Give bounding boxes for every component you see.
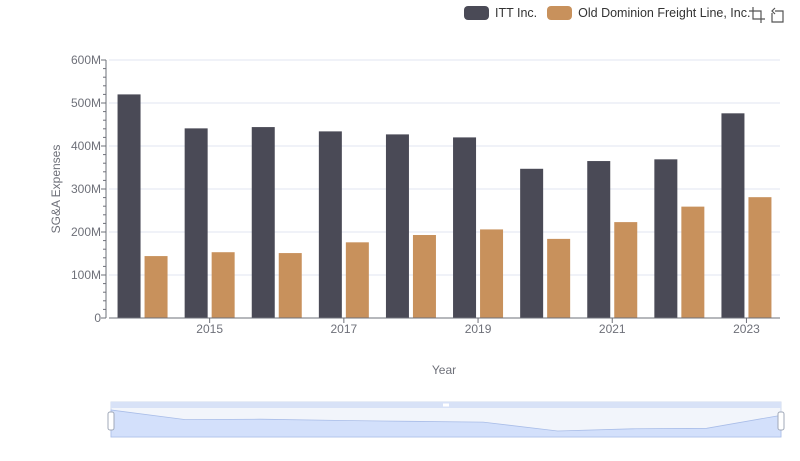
legend-item-itt[interactable]: ITT Inc. bbox=[464, 6, 537, 20]
bar-itt-2016 bbox=[251, 127, 275, 318]
bar-itt-2019 bbox=[453, 137, 477, 318]
bar-old-dominion-2014 bbox=[144, 256, 168, 318]
y-gridlines bbox=[109, 59, 780, 276]
x-tick-label: 2017 bbox=[330, 322, 357, 336]
x-tick-label: 2019 bbox=[465, 322, 492, 336]
zoom-move-handle bbox=[443, 403, 449, 407]
x-axis-title: Year bbox=[432, 363, 456, 377]
bar-old-dominion-2021 bbox=[614, 222, 638, 318]
bar-old-dominion-2017 bbox=[345, 242, 369, 318]
legend-label-old-dominion: Old Dominion Freight Line, Inc. bbox=[578, 6, 751, 20]
zoom-handle-left bbox=[107, 411, 115, 431]
data-zoom-slider[interactable] bbox=[107, 401, 785, 438]
bar-itt-2020 bbox=[520, 168, 544, 318]
legend-swatch-old-dominion bbox=[547, 6, 573, 20]
legend-item-old-dominion[interactable]: Old Dominion Freight Line, Inc. bbox=[547, 6, 750, 20]
y-tick-label: 100M bbox=[71, 268, 101, 282]
y-axis: 0 100M 200M 300M 400M 500M 600M bbox=[71, 53, 107, 325]
y-tick-label: 200M bbox=[71, 225, 101, 239]
y-tick-label: 300M bbox=[71, 182, 101, 196]
x-tick-label: 2023 bbox=[733, 322, 760, 336]
bar-old-dominion-2022 bbox=[681, 206, 705, 318]
y-tick-label: 400M bbox=[71, 139, 101, 153]
zoom-icon[interactable] bbox=[748, 6, 766, 24]
x-axis: 2015 2017 2019 2021 2023 bbox=[109, 317, 780, 336]
y-axis-title: SG&A Expenses bbox=[49, 145, 63, 234]
bar-old-dominion-2020 bbox=[547, 238, 571, 318]
y-tick-label: 0 bbox=[94, 311, 101, 325]
bar-old-dominion-2016 bbox=[278, 253, 302, 318]
bar-itt-2014 bbox=[117, 94, 141, 319]
bar-old-dominion-2018 bbox=[412, 235, 436, 318]
legend-swatch-itt bbox=[464, 6, 489, 20]
zoom-handle-right bbox=[777, 411, 785, 431]
bar-itt-2023 bbox=[721, 113, 745, 318]
bar-itt-2015 bbox=[184, 128, 208, 318]
bar-series bbox=[117, 94, 772, 319]
bar-itt-2021 bbox=[587, 161, 611, 318]
legend-label-itt: ITT Inc. bbox=[495, 6, 538, 20]
bar-itt-2017 bbox=[318, 131, 342, 318]
x-tick-label: 2015 bbox=[196, 322, 223, 336]
bar-itt-2018 bbox=[385, 134, 409, 318]
restore-icon[interactable] bbox=[768, 6, 786, 24]
y-tick-label: 500M bbox=[71, 96, 101, 110]
bar-itt-2022 bbox=[654, 159, 678, 318]
toolbox bbox=[746, 6, 786, 24]
x-tick-label: 2021 bbox=[599, 322, 626, 336]
bar-old-dominion-2023 bbox=[748, 197, 772, 318]
bar-old-dominion-2015 bbox=[211, 252, 235, 318]
legend: ITT Inc. Old Dominion Freight Line, Inc. bbox=[464, 4, 760, 22]
bar-old-dominion-2019 bbox=[480, 229, 504, 318]
y-tick-label: 600M bbox=[71, 53, 101, 67]
